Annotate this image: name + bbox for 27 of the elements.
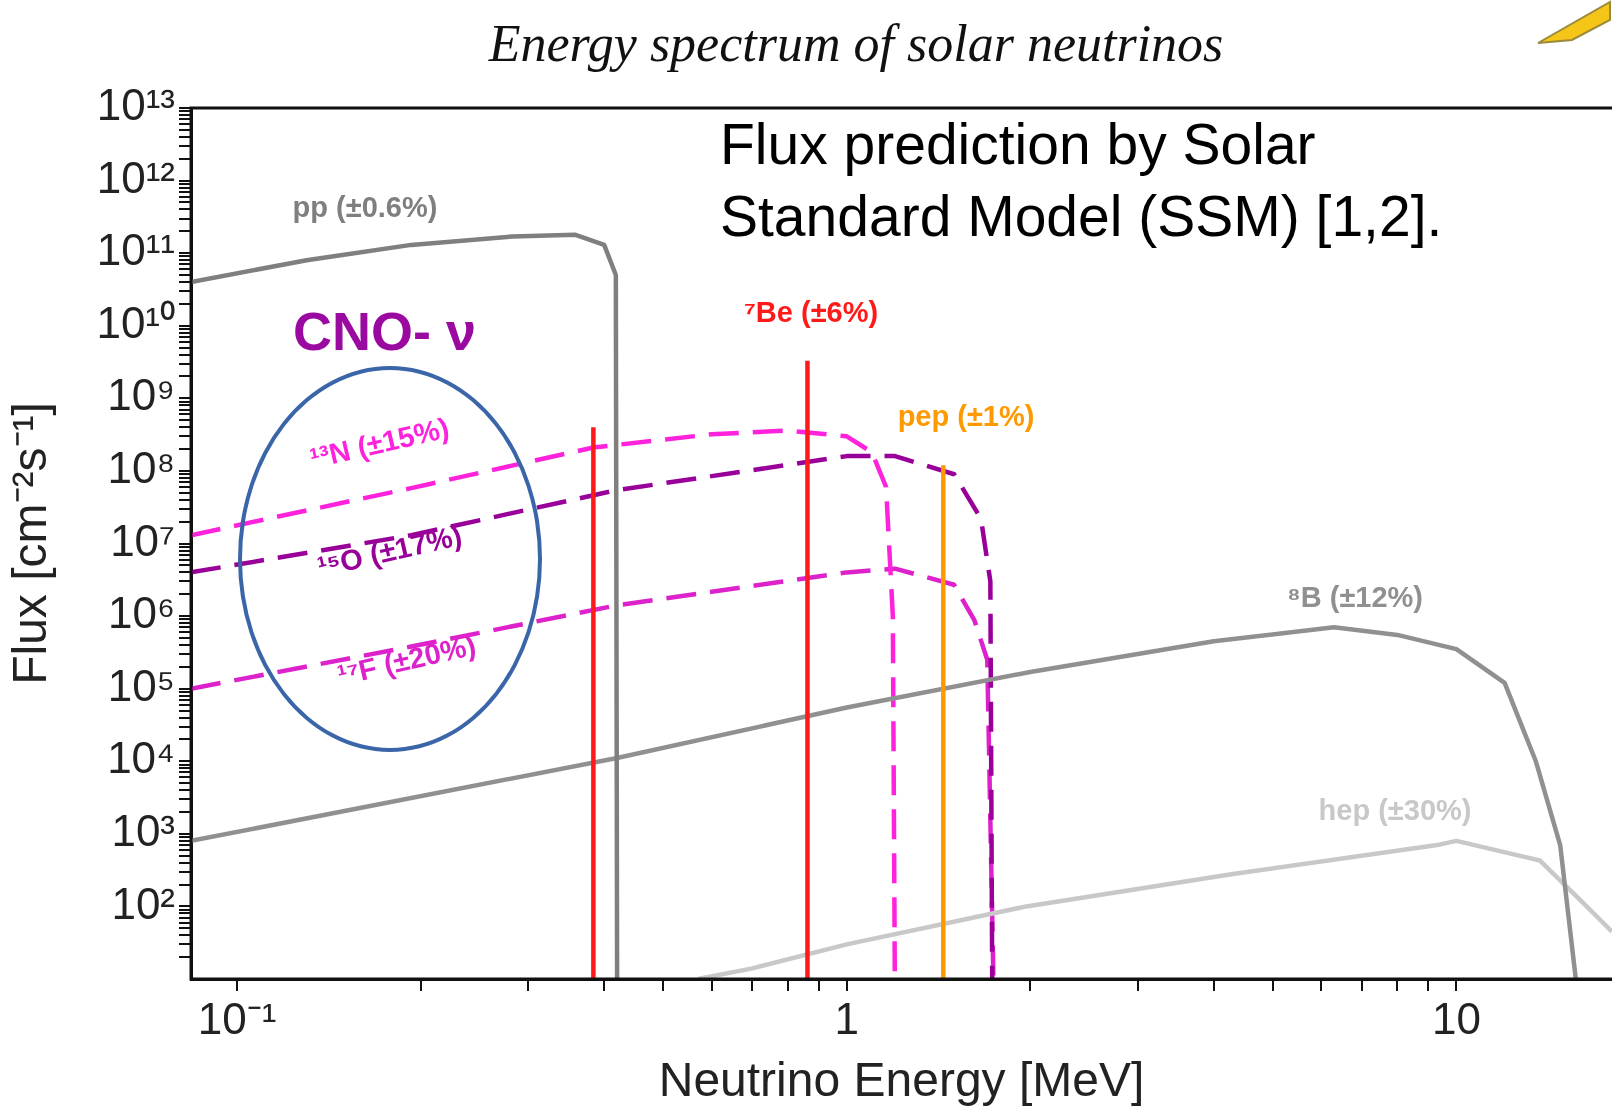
series-label: pp (±0.6%)	[292, 191, 438, 223]
y-axis-title: Flux [cm⁻²s⁻¹]	[3, 402, 57, 685]
y-tick-label: 10⁸	[107, 443, 175, 493]
text: ¹⁵O (±17%)	[314, 518, 465, 584]
chart-title: Energy spectrum of solar neutrinos	[487, 14, 1225, 73]
x-tick-label: 10	[1431, 993, 1481, 1043]
series-label: ⁷Be (±6%)	[743, 296, 879, 328]
y-tick-label: 10⁹	[107, 370, 175, 420]
y-tick-label: 10⁵	[107, 660, 175, 710]
x-tick-label: 1	[834, 993, 860, 1043]
x-axis-title: Neutrino Energy [MeV]	[658, 1053, 1145, 1107]
y-tick-label: 10¹³	[96, 80, 175, 130]
annotation: CNO- ν	[293, 300, 477, 362]
annotation: Flux prediction by Solar Standard Model (SSM) [1,2].	[720, 111, 1444, 250]
y-tick-label: 10¹⁰	[96, 297, 175, 347]
y-tick-label: 10⁷	[110, 515, 175, 565]
series-label: pep (±1%)	[897, 400, 1035, 432]
y-tick-label: 10⁴	[107, 733, 175, 783]
y-tick-label: 10³	[111, 805, 175, 855]
y-tick-label: 10¹²	[96, 152, 175, 202]
text: ¹³N (±15%)	[307, 411, 453, 475]
series-label: ⁸B (±12%)	[1287, 581, 1423, 613]
x-tick-label: 10⁻¹	[197, 993, 277, 1043]
y-tick-label: 10²	[111, 878, 175, 928]
y-tick-label: 10¹¹	[96, 225, 175, 275]
text: ¹⁷F (±20%)	[334, 628, 479, 692]
y-tick-label: 10⁶	[107, 588, 175, 638]
